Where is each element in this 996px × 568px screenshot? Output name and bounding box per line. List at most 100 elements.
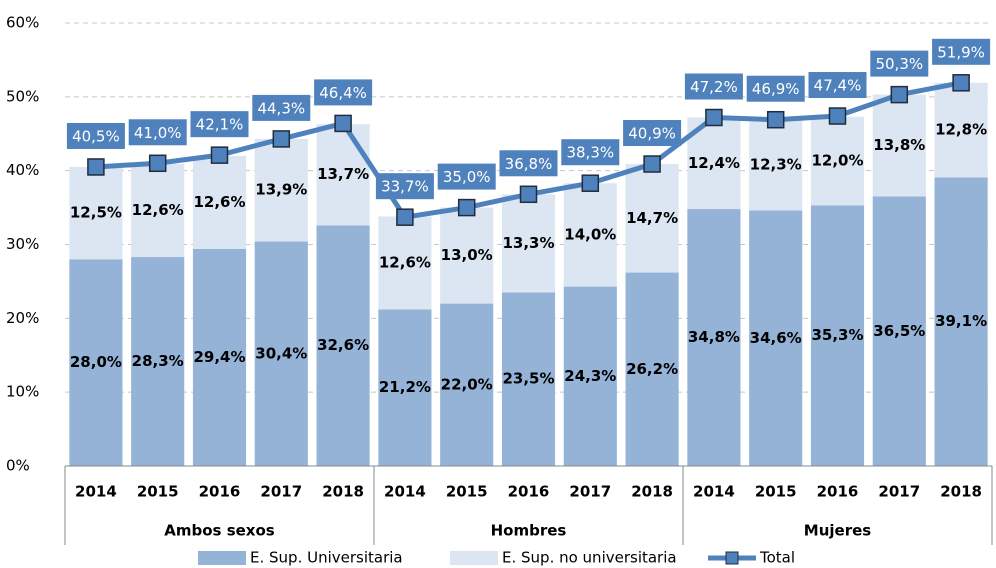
x-tick-label: 2016 [199, 483, 241, 501]
value-label: 46,9% [752, 80, 800, 98]
value-label: 12,5% [70, 204, 122, 222]
value-label: 51,9% [937, 43, 985, 61]
bar-segment [316, 124, 370, 226]
value-label: 34,8% [688, 328, 740, 346]
bar-segment [563, 286, 617, 466]
value-label: 42,1% [196, 116, 244, 134]
bar-segment [625, 272, 679, 466]
value-label: 39,1% [935, 312, 987, 330]
value-label: 13,3% [502, 234, 554, 252]
bar-segment [440, 207, 494, 304]
x-tick-label: 2017 [260, 483, 302, 501]
bar-segment [872, 94, 926, 197]
value-label: 12,4% [688, 154, 740, 172]
value-label: 14,0% [564, 225, 616, 243]
bar-segment [378, 309, 432, 466]
value-label: 24,3% [564, 367, 616, 385]
bar-segment [254, 241, 308, 466]
legend-swatch [725, 551, 739, 565]
line-marker [519, 185, 538, 204]
legend-label: E. Sup. Universitaria [250, 549, 403, 567]
bar-segment [254, 138, 308, 242]
value-label: 36,5% [873, 322, 925, 340]
y-tick-label: 10% [6, 383, 39, 401]
value-label-box [808, 72, 867, 99]
bar-segment [192, 155, 247, 249]
line-marker [890, 85, 909, 104]
value-label: 13,0% [441, 246, 493, 264]
x-tick-label: 2014 [75, 483, 117, 501]
y-tick-label: 30% [6, 235, 39, 253]
bar-segment [131, 257, 185, 466]
value-label-box [252, 94, 311, 121]
x-tick-label: 2018 [322, 483, 364, 501]
value-label-box [66, 122, 125, 149]
value-label: 22,0% [441, 375, 493, 393]
bar-segment [69, 259, 123, 466]
y-tick-label: 60% [6, 14, 39, 32]
x-tick-label: 2016 [817, 483, 859, 501]
value-label-box [684, 73, 743, 100]
group-label: Hombres [491, 522, 567, 540]
bar-segment [501, 194, 556, 293]
value-label-box [870, 50, 929, 77]
value-label: 13,7% [317, 165, 369, 183]
x-tick-label: 2016 [508, 483, 550, 501]
legend-swatch [450, 551, 498, 565]
value-label: 28,3% [132, 352, 184, 370]
value-label: 40,9% [628, 125, 676, 143]
value-label-box [623, 120, 682, 147]
value-label: 32,6% [317, 336, 369, 354]
x-tick-label: 2014 [693, 483, 735, 501]
x-tick-label: 2018 [631, 483, 673, 501]
line-marker [396, 208, 414, 226]
value-label: 29,4% [193, 348, 245, 366]
line-marker [705, 108, 723, 127]
x-tick-label: 2017 [569, 483, 611, 501]
line-marker [272, 130, 291, 148]
bar-segment [625, 164, 679, 273]
line-marker [148, 154, 167, 173]
value-label: 40,5% [72, 127, 120, 145]
x-tick-label: 2017 [878, 483, 920, 501]
value-label: 33,7% [381, 178, 429, 196]
value-label-box [375, 173, 434, 200]
value-label: 12,6% [379, 253, 431, 271]
bar-segment [687, 209, 741, 466]
bar-segment [810, 116, 865, 206]
value-label: 35,3% [811, 326, 863, 344]
x-tick-label: 2018 [940, 483, 982, 501]
value-label: 12,3% [750, 156, 802, 174]
value-label: 36,8% [505, 155, 553, 173]
value-label-box [499, 150, 558, 177]
y-tick-label: 40% [6, 161, 39, 179]
bar-segment [192, 248, 247, 466]
value-label: 12,6% [132, 201, 184, 219]
line-marker [87, 158, 105, 176]
bar-segment [131, 164, 185, 258]
value-label: 35,0% [443, 168, 491, 186]
value-label: 28,0% [70, 353, 122, 371]
line-marker [210, 146, 229, 164]
x-tick-label: 2015 [446, 483, 488, 501]
value-label: 38,3% [566, 144, 614, 162]
legend-swatch [198, 551, 246, 565]
bar-segment [563, 183, 617, 287]
line-marker [457, 198, 476, 217]
bar-segment [749, 119, 803, 211]
value-label: 13,9% [255, 181, 307, 199]
y-tick-label: 20% [6, 309, 39, 327]
bar-segment [440, 303, 494, 466]
value-label: 47,4% [814, 77, 862, 95]
line-marker [952, 74, 970, 92]
value-label: 12,6% [193, 193, 245, 211]
value-label: 30,4% [255, 344, 307, 362]
bar-segment [378, 216, 432, 310]
line-marker [643, 155, 661, 173]
group-label: Mujeres [804, 522, 871, 540]
value-label: 12,8% [935, 121, 987, 139]
y-tick-label: 0% [6, 457, 30, 475]
bar-segment [872, 196, 926, 466]
value-label: 46,4% [319, 84, 367, 102]
x-tick-label: 2015 [755, 483, 797, 501]
